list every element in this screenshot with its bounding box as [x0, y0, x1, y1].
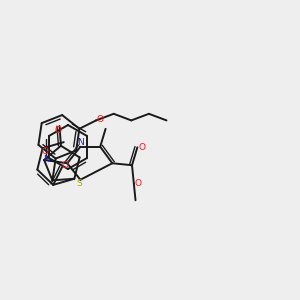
Text: O: O: [61, 160, 68, 169]
Text: S: S: [76, 179, 82, 188]
Text: O: O: [97, 115, 104, 124]
Text: N: N: [43, 155, 50, 164]
Text: N: N: [77, 138, 84, 147]
Text: O: O: [139, 143, 146, 152]
Text: O: O: [41, 147, 48, 156]
Text: O: O: [134, 179, 141, 188]
Text: O: O: [54, 125, 61, 134]
